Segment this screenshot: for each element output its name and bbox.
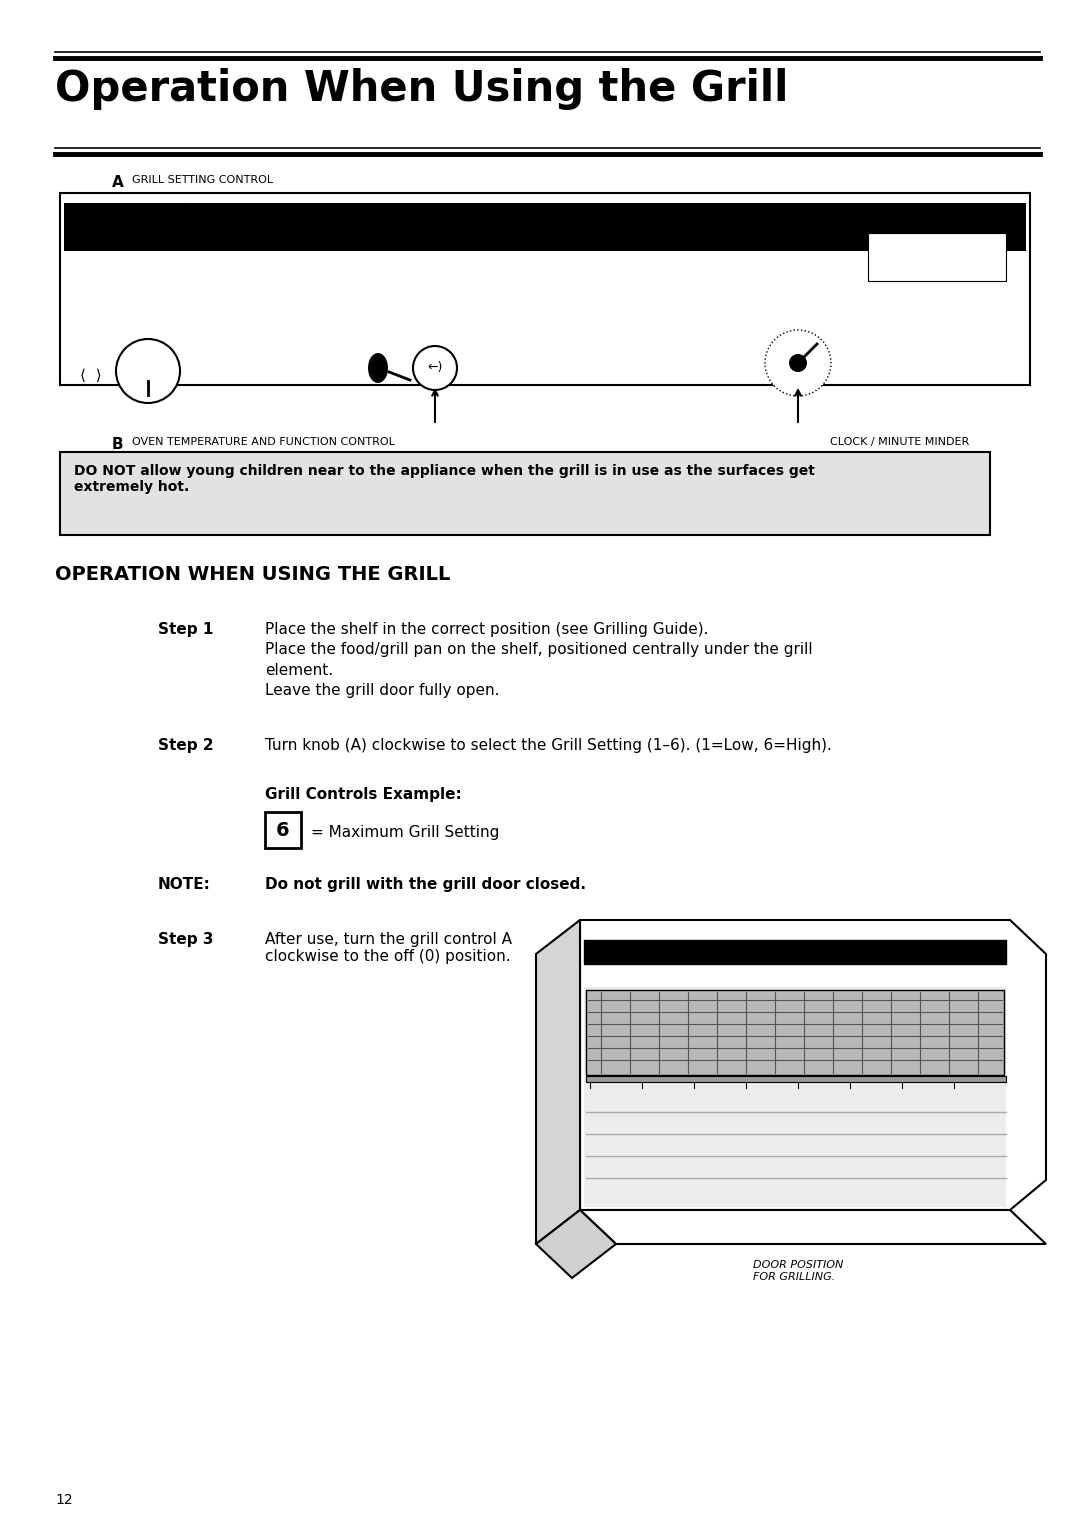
Text: CLOCK / MINUTE MINDER: CLOCK / MINUTE MINDER [831, 437, 969, 446]
Circle shape [789, 354, 807, 372]
Text: DO NOT allow young children near to the appliance when the grill is in use as th: DO NOT allow young children near to the … [75, 465, 815, 495]
Text: 12: 12 [55, 1494, 72, 1507]
Bar [60, 452, 990, 534]
Bar [586, 1076, 1005, 1082]
Circle shape [413, 346, 457, 390]
Bar [64, 203, 1026, 250]
Bar [265, 812, 301, 849]
Ellipse shape [368, 354, 388, 383]
Text: ←): ←) [428, 361, 443, 375]
Text: Operation When Using the Grill: Operation When Using the Grill [55, 68, 788, 109]
Bar [586, 990, 1004, 1075]
Text: Step 3: Step 3 [158, 932, 214, 947]
Text: Place the shelf in the correct position (see Grilling Guide).
Place the food/gri: Place the shelf in the correct position … [265, 622, 812, 698]
Circle shape [116, 339, 180, 402]
Text: NOTE:: NOTE: [158, 877, 211, 893]
Text: After use, turn the grill control A
clockwise to the off (0) position.: After use, turn the grill control A cloc… [265, 932, 512, 964]
Text: OPERATION WHEN USING THE GRILL: OPERATION WHEN USING THE GRILL [55, 565, 450, 584]
Text: Do not grill with the grill door closed.: Do not grill with the grill door closed. [265, 877, 586, 893]
Bar [584, 940, 1005, 964]
Bar [60, 193, 1030, 386]
Text: Turn knob (A) clockwise to select the Grill Setting (1–6). (1=Low, 6=High).: Turn knob (A) clockwise to select the Gr… [265, 738, 832, 753]
Polygon shape [580, 920, 1047, 1210]
Circle shape [765, 329, 831, 396]
Text: B: B [112, 437, 123, 452]
Text: $\hookleftarrow$ON: $\hookleftarrow$ON [70, 211, 98, 223]
Text: Grill Controls Example:: Grill Controls Example: [265, 786, 462, 802]
Bar [584, 987, 1005, 1207]
Text: A: A [112, 175, 124, 190]
Text: = Maximum Grill Setting: = Maximum Grill Setting [311, 826, 499, 841]
Polygon shape [580, 1210, 1047, 1243]
Text: GRILL SETTING CONTROL: GRILL SETTING CONTROL [132, 175, 273, 185]
Text: ⟨  ⟩: ⟨ ⟩ [80, 367, 102, 383]
Text: OVEN TEMPERATURE AND FUNCTION CONTROL: OVEN TEMPERATURE AND FUNCTION CONTROL [132, 437, 395, 446]
Polygon shape [536, 1210, 616, 1278]
Text: 6: 6 [276, 821, 289, 839]
Text: Step 2: Step 2 [158, 738, 214, 753]
Text: Step 1: Step 1 [158, 622, 214, 638]
Polygon shape [536, 920, 580, 1243]
Text: DOOR POSITION
FOR GRILLING.: DOOR POSITION FOR GRILLING. [753, 1260, 843, 1281]
Bar [868, 232, 1005, 281]
